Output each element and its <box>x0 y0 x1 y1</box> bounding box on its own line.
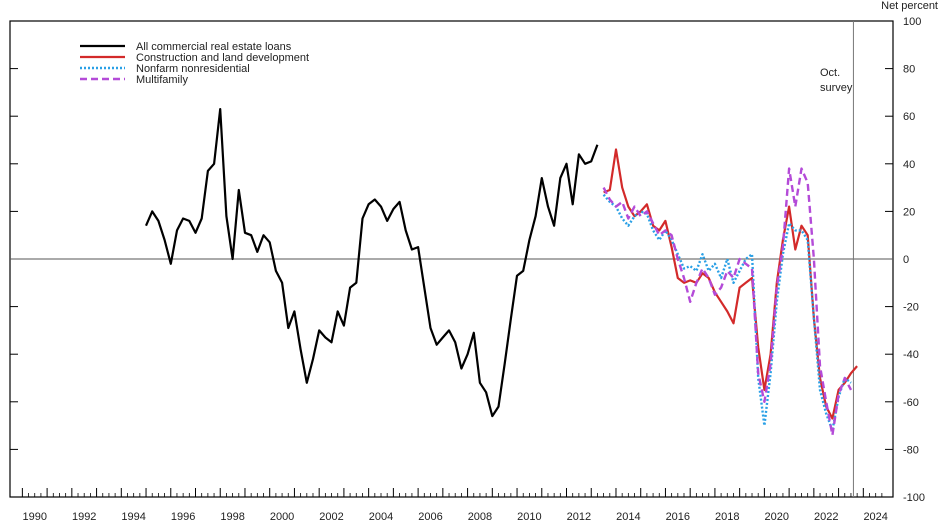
legend: All commercial real estate loansConstruc… <box>80 41 309 86</box>
series-line-0 <box>144 107 599 418</box>
x-tick-label: 2010 <box>517 511 541 523</box>
legend-label: Multifamily <box>136 74 188 86</box>
legend-label: Nonfarm nonresidential <box>136 63 250 75</box>
y-tick-label: -40 <box>903 349 919 361</box>
survey-annotation-line-1: Oct. <box>820 67 840 79</box>
x-tick-label: 2022 <box>814 511 838 523</box>
legend-label: Construction and land development <box>136 52 309 64</box>
legend-label: All commercial real estate loans <box>136 41 292 53</box>
x-tick-label: 1996 <box>171 511 195 523</box>
y-tick-label: 80 <box>903 64 915 76</box>
x-tick-label: 2014 <box>616 511 640 523</box>
series-line-2 <box>602 193 852 432</box>
x-tick-label: 2020 <box>765 511 789 523</box>
unit-label: Net percent <box>881 0 938 12</box>
x-tick-label: 1992 <box>72 511 96 523</box>
x-tick-label: 1994 <box>121 511 145 523</box>
y-axis: -100 -80 -60 -40 -20 0 20 40 60 80 100 <box>10 16 925 504</box>
y-tick-label: 60 <box>903 111 915 123</box>
x-tick-label: 2006 <box>418 511 442 523</box>
x-tick-label: 2004 <box>369 511 393 523</box>
x-tick-label: 2018 <box>715 511 739 523</box>
x-tick-label: 1998 <box>220 511 244 523</box>
y-tick-label: -100 <box>903 492 925 504</box>
x-tick-label: 2000 <box>270 511 294 523</box>
x-axis: 1990 1992 1994 1996 1998 2000 2002 2004 2006 2008… <box>21 488 888 523</box>
y-tick-label: -60 <box>903 397 919 409</box>
series-lines <box>144 107 858 437</box>
y-tick-label: 40 <box>903 159 915 171</box>
x-tick-label: 2016 <box>666 511 690 523</box>
y-tick-label: -20 <box>903 302 919 314</box>
y-tick-label: 20 <box>903 206 915 218</box>
y-tick-label: -80 <box>903 444 919 456</box>
x-tick-label: 2002 <box>319 511 343 523</box>
series-line-1 <box>603 148 858 420</box>
survey-annotation-line-2: survey <box>820 82 853 94</box>
x-tick-label: 2012 <box>567 511 591 523</box>
series-line-3 <box>602 167 853 437</box>
y-tick-label: 0 <box>903 254 909 266</box>
x-tick-label: 2024 <box>863 511 887 523</box>
y-tick-label: 100 <box>903 16 921 28</box>
x-tick-label: 2008 <box>468 511 492 523</box>
x-tick-label: 1990 <box>22 511 46 523</box>
